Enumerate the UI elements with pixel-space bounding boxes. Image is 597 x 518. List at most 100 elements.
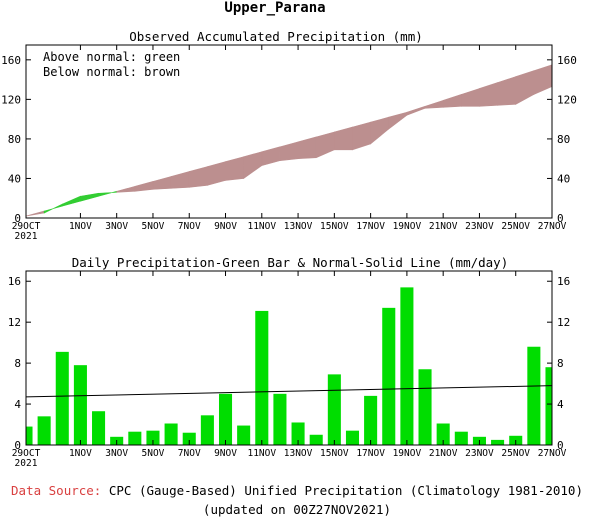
x-tick-label: 23NOV xyxy=(465,221,494,232)
daily-precip-bar xyxy=(309,434,323,445)
below-normal-area-segment xyxy=(497,76,517,106)
below-normal-area-segment xyxy=(515,70,535,105)
daily-precip-bar xyxy=(164,423,178,445)
above-normal-area-segment xyxy=(80,192,99,202)
daily-precip-bar xyxy=(527,346,541,445)
below-normal-area-segment xyxy=(152,176,172,190)
y-tick-label-right: 8 xyxy=(557,357,564,370)
x-tick-label: 1NOV xyxy=(69,448,92,459)
above-normal-area-segment xyxy=(43,203,63,214)
below-normal-area-segment xyxy=(116,185,136,193)
top-chart-plot xyxy=(25,64,553,217)
below-normal-area-segment xyxy=(406,105,426,116)
x-tick-label: 15NOV xyxy=(320,448,349,459)
daily-precip-bar xyxy=(146,430,160,445)
x-tick-label: 17NOV xyxy=(356,448,385,459)
daily-precip-bar xyxy=(218,393,233,445)
daily-precip-bar xyxy=(545,367,552,445)
below-normal-area-segment xyxy=(533,64,553,95)
updated-stamp: (updated on 00Z27NOV2021) xyxy=(203,502,391,517)
x-tick-label: 7NOV xyxy=(178,448,201,459)
x-tick-label: 19NOV xyxy=(393,221,422,232)
x-tick-label: 9NOV xyxy=(214,448,237,459)
x-tick-label: 21NOV xyxy=(429,221,458,232)
x-tick-label: 7NOV xyxy=(178,221,201,232)
x-tick-label: 21NOV xyxy=(429,448,458,459)
y-tick-label-right: 160 xyxy=(557,54,577,67)
data-source-text: CPC (Gauge-Based) Unified Precipitation … xyxy=(109,483,583,498)
y-tick-label-left: 12 xyxy=(8,316,21,329)
x-tick-label: 3NOV xyxy=(105,221,128,232)
x-tick-label: 15NOV xyxy=(320,221,349,232)
x-tick-label: 13NOV xyxy=(284,221,313,232)
bottom-chart-title: Daily Precipitation-Green Bar & Normal-S… xyxy=(72,255,509,270)
below-normal-area-segment xyxy=(243,151,263,180)
x-tick-year: 2021 xyxy=(15,231,38,242)
daily-precip-bar xyxy=(491,439,505,445)
daily-precip-bar xyxy=(327,374,341,445)
below-normal-area-segment xyxy=(261,146,281,166)
y-tick-label-left: 0 xyxy=(14,439,21,452)
below-normal-area-segment xyxy=(388,111,408,130)
y-tick-label-left: 8 xyxy=(14,357,21,370)
y-tick-label-left: 4 xyxy=(14,398,21,411)
bottom-chart-plot xyxy=(25,287,553,445)
daily-precip-bar xyxy=(382,307,396,445)
daily-precip-bar xyxy=(55,351,69,445)
daily-precip-bar xyxy=(37,416,51,445)
x-tick-label: 25NOV xyxy=(501,448,530,459)
x-tick-label: 11NOV xyxy=(247,448,276,459)
y-tick-label-right: 80 xyxy=(557,133,570,146)
below-normal-area-segment xyxy=(424,99,444,109)
daily-precip-bar xyxy=(255,310,269,445)
daily-precip-bar xyxy=(364,395,378,445)
legend-below: Below normal: brown xyxy=(43,65,180,79)
y-tick-label-right: 0 xyxy=(557,439,564,452)
above-normal-area-segment xyxy=(98,190,117,197)
y-tick-label-right: 4 xyxy=(557,398,564,411)
top-chart-title: Observed Accumulated Precipitation (mm) xyxy=(129,29,423,44)
x-tick-label: 1NOV xyxy=(69,221,92,232)
x-tick-year: 2021 xyxy=(15,458,38,469)
y-tick-label-left: 40 xyxy=(8,172,21,185)
daily-precip-bar xyxy=(73,365,87,445)
below-normal-area-segment xyxy=(352,121,371,151)
y-tick-label-left: 160 xyxy=(1,54,21,67)
x-tick-label: 9NOV xyxy=(214,221,237,232)
daily-precip-bar xyxy=(436,423,450,445)
daily-precip-bar xyxy=(237,425,251,445)
below-normal-area-segment xyxy=(25,210,45,217)
x-tick-label: 17NOV xyxy=(356,221,385,232)
x-tick-label: 27NOV xyxy=(538,221,567,232)
x-tick-label: 23NOV xyxy=(465,448,494,459)
y-tick-label-right: 0 xyxy=(557,212,564,225)
daily-precip-bar xyxy=(92,411,106,445)
x-tick-label: 27NOV xyxy=(538,448,567,459)
x-tick-label: 5NOV xyxy=(142,221,165,232)
x-tick-label: 13NOV xyxy=(284,448,313,459)
daily-precip-bar xyxy=(454,431,468,445)
below-normal-area-segment xyxy=(134,181,154,192)
below-normal-area-segment xyxy=(297,136,317,160)
below-normal-area-segment xyxy=(479,82,498,107)
x-tick-label: 29OCT xyxy=(12,448,41,459)
data-source: Data Source: CPC (Gauge-Based) Unified P… xyxy=(11,483,583,498)
daily-precip-bar xyxy=(345,430,360,445)
daily-precip-bar xyxy=(26,426,33,445)
data-source-label: Data Source: xyxy=(11,483,101,498)
below-normal-area-segment xyxy=(315,131,335,159)
y-tick-label-right: 16 xyxy=(557,275,570,288)
below-normal-area-segment xyxy=(334,126,353,151)
y-tick-label-right: 12 xyxy=(557,316,570,329)
normal-line xyxy=(25,385,553,398)
y-tick-label-left: 16 xyxy=(8,275,21,288)
above-normal-area-segment xyxy=(61,195,81,207)
x-tick-label: 19NOV xyxy=(393,448,422,459)
legend-above: Above normal: green xyxy=(43,50,180,64)
y-tick-label-right: 40 xyxy=(557,172,570,185)
below-normal-area-segment xyxy=(225,156,244,181)
y-tick-label-left: 0 xyxy=(14,212,21,225)
